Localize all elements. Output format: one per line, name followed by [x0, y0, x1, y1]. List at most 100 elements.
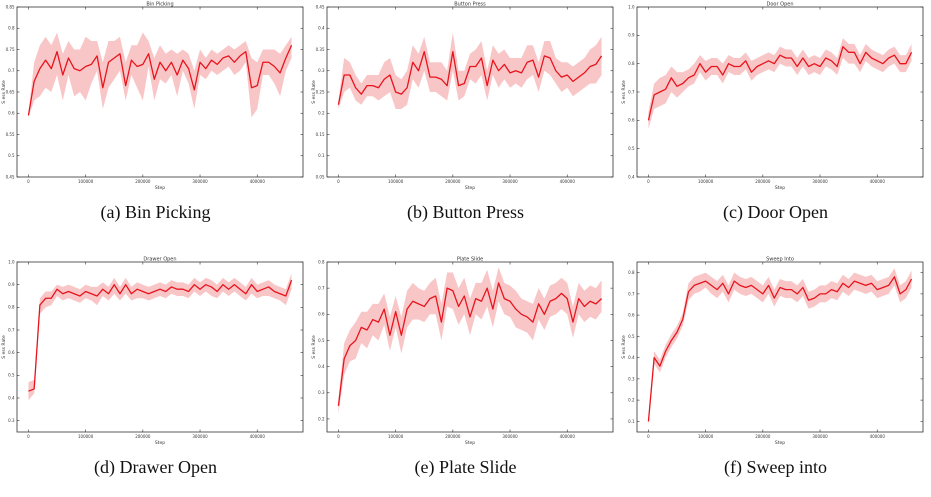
- x-tick-label: 400000: [560, 434, 576, 439]
- chart-title: Door Open: [767, 2, 794, 8]
- y-tick-label: 0.1: [318, 153, 325, 158]
- y-tick-label: 0.4: [628, 355, 635, 360]
- mean-line: [647, 46, 913, 121]
- y-tick-label: 0.8: [8, 305, 15, 310]
- chart-button-press: Button Press 0.05 0.1 0.15 0.2 0.25 0.3 0.35 0.4…: [311, 2, 614, 191]
- y-tick-label: 0.6: [318, 312, 325, 317]
- x-tick-label: 200000: [135, 179, 151, 184]
- x-tick-label: 0: [27, 179, 30, 184]
- chart-title: Sweep Into: [766, 257, 794, 263]
- chart-title: Button Press: [454, 2, 486, 8]
- confidence-band: [338, 32, 602, 109]
- y-tick-label: 0.7: [628, 291, 635, 296]
- plot-frame: [326, 261, 614, 433]
- y-tick-label: 0.65: [6, 89, 15, 94]
- y-axis-label: S ess Rate: [621, 80, 627, 104]
- y-tick-label: 0.5: [8, 153, 15, 158]
- mean-line: [28, 279, 293, 392]
- x-tick-label: 100000: [388, 434, 404, 439]
- x-axis-label: Step: [465, 440, 475, 446]
- y-tick-label: 0.8: [628, 61, 635, 66]
- y-tick-label: 0.5: [628, 146, 635, 151]
- y-tick-label: 0.85: [6, 4, 15, 9]
- mean-line: [337, 282, 602, 406]
- chart-title: Bin Picking: [146, 2, 173, 8]
- y-tick-label: 0.3: [8, 418, 15, 423]
- chart-plate-slide: Plate Slide 0.2 0.3 0.4 0.5 0.6 0.7 0.8 0 100000 2…: [311, 257, 614, 446]
- y-tick-label: 0.9: [8, 282, 15, 287]
- x-tick-label: 400000: [870, 179, 886, 184]
- x-tick-label: 400000: [560, 179, 576, 184]
- x-tick-label: 300000: [192, 434, 208, 439]
- confidence-band: [28, 32, 292, 118]
- confidence-band: [648, 38, 912, 129]
- y-tick-label: 0.4: [318, 364, 325, 369]
- panel-sweep-into: Sweep Into 0.1 0.2 0.3 0.4 0.5 0.6 0.7 0.8 0 10000…: [620, 255, 931, 497]
- y-axis-label: S ess Rate: [311, 80, 317, 104]
- x-tick-label: 200000: [445, 434, 461, 439]
- plot-frame: [16, 6, 304, 178]
- x-tick-label: 400000: [250, 434, 266, 439]
- x-tick-label: 200000: [755, 434, 771, 439]
- x-tick-label: 100000: [78, 179, 94, 184]
- y-tick-label: 0.45: [6, 174, 15, 179]
- x-tick-label: 100000: [698, 179, 714, 184]
- y-tick-label: 0.6: [628, 118, 635, 123]
- y-tick-label: 0.2: [628, 398, 635, 403]
- caption-door-open: (c) Door Open: [723, 202, 828, 222]
- y-tick-label: 1.0: [628, 4, 635, 9]
- y-tick-label: 0.7: [8, 327, 15, 332]
- y-tick-label: 1.0: [8, 259, 15, 264]
- y-tick-label: 0.6: [628, 313, 635, 318]
- confidence-band: [338, 267, 602, 414]
- x-tick-label: 300000: [812, 434, 828, 439]
- x-tick-label: 0: [337, 179, 340, 184]
- caption-button-press: (b) Button Press: [407, 202, 524, 222]
- y-tick-label: 0.4: [318, 26, 325, 31]
- panel-plate-slide: Plate Slide 0.2 0.3 0.4 0.5 0.6 0.7 0.8 0 100000 2…: [310, 255, 621, 497]
- caption-drawer-open: (d) Drawer Open: [94, 457, 217, 477]
- x-tick-label: 0: [647, 179, 650, 184]
- x-tick-label: 100000: [78, 434, 94, 439]
- confidence-band: [648, 268, 912, 426]
- y-tick-label: 0.25: [316, 89, 325, 94]
- plot-frame: [636, 261, 924, 433]
- panel-drawer-open: Drawer Open 0.3 0.4 0.5 0.6 0.7 0.8 0.9 1.0 0 1000…: [0, 255, 311, 497]
- chart-door-open: Door Open 0.4 0.5 0.6 0.7 0.8 0.9 1.0 0 100000 200…: [621, 2, 924, 191]
- chart-drawer-open: Drawer Open 0.3 0.4 0.5 0.6 0.7 0.8 0.9 1.0 0 1000…: [1, 257, 304, 446]
- x-tick-label: 400000: [870, 434, 886, 439]
- mean-line: [337, 50, 603, 105]
- y-tick-label: 0.05: [316, 174, 325, 179]
- y-tick-label: 0.7: [8, 68, 15, 73]
- y-tick-label: 0.3: [318, 390, 325, 395]
- y-tick-label: 0.2: [318, 111, 325, 116]
- x-tick-label: 100000: [388, 179, 404, 184]
- mean-line: [27, 44, 293, 116]
- y-axis-label: S ess Rate: [311, 335, 317, 359]
- y-axis-label: S ess Rate: [1, 80, 7, 104]
- y-tick-label: 0.5: [8, 373, 15, 378]
- caption-plate-slide: (e) Plate Slide: [414, 457, 517, 477]
- y-axis-label: S ess Rate: [621, 335, 627, 359]
- y-tick-label: 0.7: [318, 286, 325, 291]
- chart-title: Drawer Open: [143, 257, 176, 263]
- y-tick-label: 0.45: [316, 4, 325, 9]
- y-tick-label: 0.9: [628, 33, 635, 38]
- caption-sweep-into: (f) Sweep into: [724, 457, 827, 477]
- x-tick-label: 300000: [502, 179, 518, 184]
- y-tick-label: 0.8: [8, 26, 15, 31]
- y-tick-label: 0.55: [6, 132, 15, 137]
- x-tick-label: 0: [337, 434, 340, 439]
- panel-button-press: Button Press 0.05 0.1 0.15 0.2 0.25 0.3 0.35 0.4…: [310, 0, 621, 242]
- x-tick-label: 200000: [135, 434, 151, 439]
- y-tick-label: 0.3: [628, 376, 635, 381]
- x-axis-label: Step: [775, 440, 785, 446]
- x-axis-label: Step: [465, 185, 475, 191]
- y-tick-label: 0.5: [628, 334, 635, 339]
- chart-title: Plate Slide: [457, 257, 483, 263]
- chart-sweep-into: Sweep Into 0.1 0.2 0.3 0.4 0.5 0.6 0.7 0.8 0 10000…: [621, 257, 924, 446]
- y-tick-label: 0.6: [8, 350, 15, 355]
- y-tick-label: 0.6: [8, 111, 15, 116]
- y-tick-label: 0.7: [628, 89, 635, 94]
- y-tick-label: 0.5: [318, 338, 325, 343]
